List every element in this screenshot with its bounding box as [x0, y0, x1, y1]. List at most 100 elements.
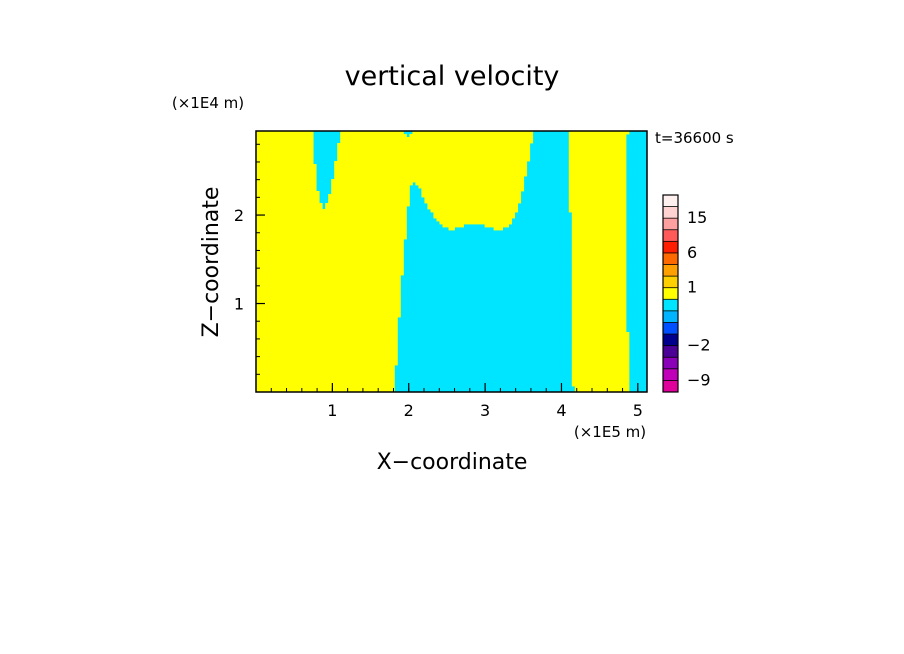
updraft-cell	[571, 287, 627, 291]
colorbar-band	[663, 322, 678, 335]
updraft-cell	[331, 179, 525, 183]
updraft-cell	[328, 197, 410, 201]
updraft-cell	[256, 239, 404, 243]
updraft-cell	[256, 317, 398, 321]
updraft-cell	[571, 311, 627, 315]
updraft-cell	[256, 314, 401, 318]
updraft-cell	[571, 245, 627, 249]
updraft-cell	[571, 347, 630, 351]
updraft-cell	[256, 305, 401, 309]
colorbar-band	[663, 345, 678, 358]
updraft-cell	[571, 374, 630, 378]
updraft-cell	[337, 146, 531, 150]
updraft-cell	[256, 311, 401, 315]
updraft-cell	[571, 317, 627, 321]
updraft-cell	[571, 365, 630, 369]
updraft-cell	[574, 386, 630, 390]
updraft-cell	[256, 260, 404, 264]
time-label: t=36600 s	[655, 129, 734, 147]
updraft-cell	[256, 389, 395, 392]
updraft-cell	[568, 158, 627, 162]
updraft-cell	[256, 293, 401, 297]
updraft-cell	[568, 188, 627, 192]
updraft-cell	[256, 299, 401, 303]
updraft-cell	[571, 383, 630, 387]
updraft-cell	[256, 254, 404, 258]
updraft-cell	[448, 227, 455, 231]
updraft-cell	[571, 221, 627, 225]
updraft-cell	[568, 167, 627, 171]
updraft-cell	[571, 233, 627, 237]
updraft-cell	[256, 356, 398, 360]
updraft-cell	[334, 161, 528, 165]
updraft-cell	[256, 230, 407, 234]
updraft-cell	[421, 191, 522, 195]
updraft-cell	[256, 155, 314, 159]
updraft-cell	[256, 335, 398, 339]
updraft-cell	[256, 338, 398, 342]
colorbar-band	[663, 357, 678, 370]
updraft-cell	[571, 323, 627, 327]
colorbar-band	[663, 218, 678, 231]
updraft-cell	[256, 194, 320, 198]
updraft-cell	[571, 326, 627, 330]
updraft-cell	[430, 209, 519, 213]
updraft-cell	[571, 266, 627, 270]
updraft-cell	[409, 134, 534, 138]
updraft-cell	[328, 194, 410, 198]
y-axis-unit: (×1E4 m)	[172, 94, 244, 112]
y-axis-ticks: 12	[234, 143, 265, 375]
updraft-cell	[568, 185, 627, 189]
updraft-cell	[571, 371, 630, 375]
updraft-cell	[256, 158, 314, 162]
updraft-cell	[256, 167, 317, 171]
updraft-cell	[256, 134, 314, 138]
updraft-cell	[433, 215, 516, 219]
updraft-cell	[442, 224, 464, 228]
updraft-cell	[256, 149, 314, 153]
updraft-cell	[256, 242, 404, 246]
updraft-cell	[571, 251, 627, 255]
updraft-cell	[334, 173, 528, 177]
updraft-cell	[571, 338, 630, 342]
updraft-cell	[256, 152, 314, 156]
updraft-cell	[571, 224, 627, 228]
updraft-cell	[256, 308, 401, 312]
colorbar-tick-label: 6	[687, 243, 697, 262]
updraft-cell	[571, 320, 627, 324]
updraft-cell	[256, 359, 398, 363]
updraft-cell	[256, 251, 404, 255]
updraft-cell	[568, 173, 627, 177]
updraft-cell	[568, 137, 627, 141]
updraft-cell	[340, 131, 404, 135]
updraft-cell	[571, 380, 630, 384]
updraft-cell	[568, 194, 627, 198]
updraft-cell	[256, 200, 320, 204]
colorbar-frame	[662, 194, 679, 393]
colorbar-tick-label: 15	[687, 208, 707, 227]
colorbar: −9 −2 1 6 15	[662, 194, 711, 393]
updraft-cell	[256, 344, 398, 348]
updraft-cell	[256, 146, 314, 150]
updraft-cell	[256, 236, 407, 240]
updraft-cell	[256, 170, 317, 174]
updraft-cell	[568, 176, 627, 180]
updraft-cell	[256, 278, 401, 282]
updraft-cell	[421, 194, 522, 198]
updraft-cell	[571, 281, 627, 285]
updraft-cell	[340, 140, 534, 144]
updraft-cell	[568, 140, 627, 144]
x-axis-title: X−coordinate	[377, 450, 528, 475]
updraft-cell	[256, 275, 401, 279]
updraft-cell	[256, 233, 407, 237]
updraft-cell	[256, 197, 320, 201]
colorbar-band	[663, 229, 678, 242]
updraft-cell	[571, 227, 627, 231]
updraft-cell	[574, 389, 630, 392]
colorbar-band	[663, 264, 678, 277]
updraft-cell	[568, 206, 627, 210]
updraft-cell	[568, 197, 627, 201]
updraft-cell	[256, 326, 398, 330]
updraft-cell	[571, 329, 627, 333]
updraft-cell	[256, 203, 323, 207]
